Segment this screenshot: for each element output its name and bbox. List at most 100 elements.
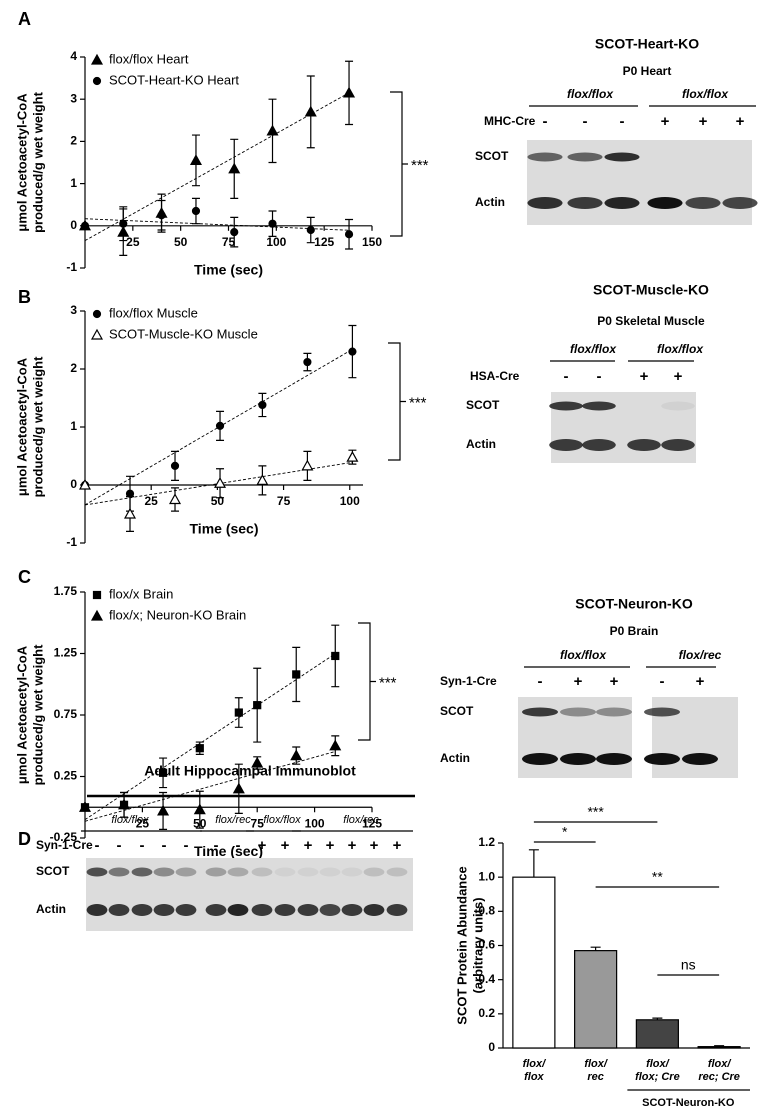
x-tick-label: 25 <box>136 816 150 830</box>
y-tick-label: 3 <box>70 303 77 317</box>
blot-subtitle: P0 Heart <box>623 64 672 78</box>
genotype-label: flox/flox <box>682 87 729 101</box>
panel-letter: B <box>18 287 31 307</box>
y-tick-label: -0.25 <box>50 830 78 844</box>
lane-label: + <box>696 673 705 690</box>
lane-label: - <box>162 837 167 854</box>
band <box>319 904 341 916</box>
row-label: Actin <box>475 195 505 209</box>
band <box>251 867 273 877</box>
marker <box>232 782 245 794</box>
y-tick-label: 0.2 <box>478 1006 495 1020</box>
blot-title: SCOT-Heart-KO <box>595 36 699 52</box>
band <box>647 197 683 209</box>
y-tick-label: 0 <box>70 218 77 232</box>
band <box>175 867 197 877</box>
band <box>131 904 153 916</box>
y-axis-label: μmol Acetoacetyl-CoA <box>14 645 29 784</box>
genotype-label: flox/rec <box>679 648 722 662</box>
lane-label: + <box>370 837 379 854</box>
marker <box>168 493 182 505</box>
significance-label: *** <box>411 157 429 174</box>
marker <box>195 744 204 753</box>
y-tick-label: 0.25 <box>54 769 78 783</box>
band <box>527 197 563 209</box>
x-tick-label: flox/ flox <box>522 1058 546 1083</box>
band <box>108 867 130 877</box>
lane-label: - <box>564 368 569 385</box>
x-tick-label: flox/ flox; Cre <box>635 1058 680 1083</box>
lane-label: - <box>95 837 100 854</box>
row-label: SCOT <box>36 864 70 878</box>
y-tick-label: 2 <box>70 134 77 148</box>
lane-label: - <box>597 368 602 385</box>
significance-bracket <box>358 622 376 741</box>
marker <box>193 803 206 815</box>
genotype-label: flox/rec <box>343 814 379 826</box>
blot-title: SCOT-Muscle-KO <box>593 282 709 298</box>
lane-label: + <box>661 113 670 130</box>
bar <box>697 1046 741 1049</box>
marker <box>118 798 131 810</box>
legend-label: flox/flox Heart <box>109 51 189 66</box>
marker <box>303 357 312 367</box>
band <box>153 867 175 877</box>
x-tick-label: 125 <box>314 235 334 249</box>
x-tick-label: flox/ rec <box>584 1058 607 1083</box>
band <box>153 904 175 916</box>
comparison-label: *** <box>587 804 604 820</box>
row-label: Actin <box>440 751 470 765</box>
row-label: Actin <box>466 437 496 451</box>
x-tick-label: flox/ rec; Cre <box>698 1058 740 1083</box>
x-tick-label: 150 <box>362 235 382 249</box>
band <box>549 401 583 411</box>
marker <box>215 421 225 430</box>
x-axis-label: Time (sec) <box>194 843 263 859</box>
y-axis-label: produced/g wet weight <box>30 356 45 498</box>
marker <box>290 749 303 761</box>
lane-label: + <box>393 837 402 854</box>
row-label: Actin <box>36 902 66 916</box>
lane-label: - <box>117 837 122 854</box>
blot-title: Adult Hippocampal Immunoblot <box>144 763 356 779</box>
band <box>227 867 249 877</box>
panel-letter: D <box>18 829 31 849</box>
lane-label: - <box>236 837 241 854</box>
band <box>661 439 695 451</box>
band <box>604 152 640 162</box>
band <box>274 867 296 877</box>
band <box>86 904 108 916</box>
genotype-label: flox/flox <box>263 814 301 826</box>
comparison-label: * <box>562 824 568 840</box>
band <box>582 439 616 451</box>
band <box>582 401 616 411</box>
band <box>386 904 408 916</box>
row-label: SCOT <box>466 398 500 412</box>
marker <box>234 708 243 717</box>
lane-label: - <box>214 837 219 854</box>
marker <box>158 768 168 777</box>
marker <box>170 461 180 470</box>
legend-label: SCOT-Muscle-KO Muscle <box>109 326 258 341</box>
marker <box>301 459 314 471</box>
blot-image <box>527 140 752 225</box>
y-tick-label: 1.0 <box>478 869 495 883</box>
band <box>560 753 596 765</box>
band <box>251 904 273 916</box>
band <box>175 904 197 916</box>
lane-label: + <box>736 113 745 130</box>
marker <box>92 76 102 86</box>
x-tick-label: 75 <box>251 816 265 830</box>
band <box>596 707 632 717</box>
lane-label: + <box>699 113 708 130</box>
y-axis-label: μmol Acetoacetyl-CoA <box>14 93 29 232</box>
legend-label: flox/flox Muscle <box>109 305 198 320</box>
blot-subtitle: P0 Skeletal Muscle <box>597 314 705 328</box>
marker <box>331 651 340 661</box>
marker <box>256 474 269 485</box>
significance-bracket <box>390 91 408 237</box>
y-axis-label: SCOT Protein Abundance <box>454 866 469 1024</box>
y-tick-label: 1 <box>70 176 77 190</box>
cre-label: HSA-Cre <box>470 369 520 383</box>
marker <box>90 328 104 340</box>
